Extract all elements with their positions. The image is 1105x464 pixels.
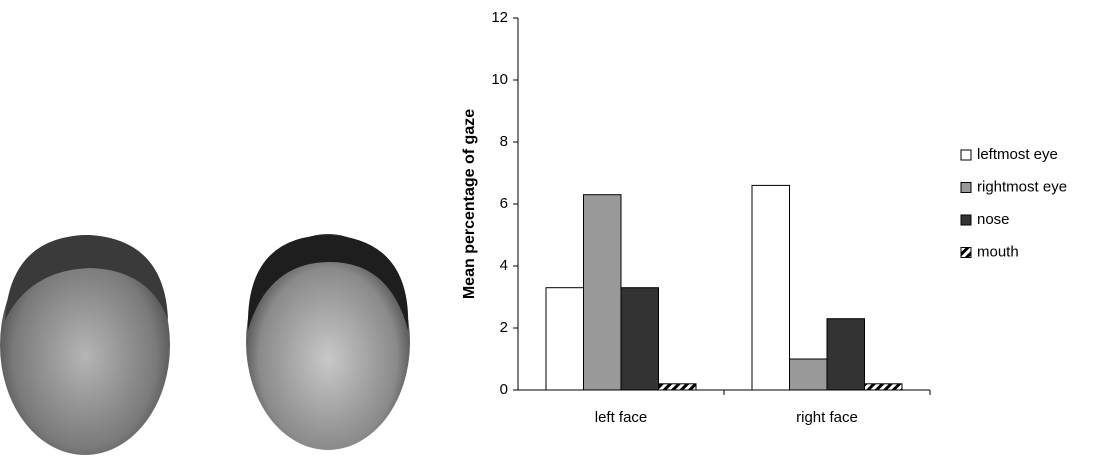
y-tick-label: 4 <box>500 257 508 274</box>
legend-label: mouth <box>977 243 1019 260</box>
y-tick-label: 0 <box>500 381 508 398</box>
y-axis-label: Mean percentage of gaze <box>461 109 478 299</box>
y-tick-label: 2 <box>500 319 508 336</box>
bar <box>751 184 790 391</box>
x-tick-label: left face <box>595 409 648 426</box>
y-tick-label: 10 <box>491 71 508 88</box>
legend-swatch <box>960 182 972 193</box>
bar <box>620 287 659 391</box>
legend-swatch <box>960 247 972 258</box>
left-face-image <box>0 235 170 455</box>
legend-label: nose <box>977 211 1010 228</box>
legend-label: leftmost eye <box>977 146 1058 163</box>
right-face-image <box>246 234 410 450</box>
bar <box>789 358 828 391</box>
y-tick-label: 8 <box>500 133 508 150</box>
legend-swatch <box>960 214 972 226</box>
x-tick-label: right face <box>796 409 858 426</box>
bar <box>583 194 622 391</box>
bar <box>658 383 697 391</box>
bar <box>545 287 584 391</box>
legend-swatch <box>960 149 972 161</box>
y-tick-label: 12 <box>491 9 508 26</box>
legend-label: rightmost eye <box>977 178 1067 195</box>
bar <box>826 318 865 391</box>
bar <box>864 383 903 391</box>
y-tick-label: 6 <box>500 195 508 212</box>
